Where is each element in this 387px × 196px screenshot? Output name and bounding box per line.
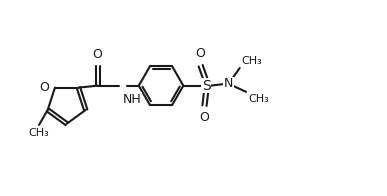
Text: CH₃: CH₃: [241, 56, 262, 66]
Text: S: S: [202, 79, 211, 93]
Text: O: O: [200, 111, 209, 124]
Text: O: O: [93, 48, 103, 61]
Text: O: O: [196, 47, 205, 60]
Text: CH₃: CH₃: [248, 94, 269, 104]
Text: N: N: [224, 77, 233, 90]
Text: CH₃: CH₃: [29, 128, 50, 138]
Text: NH: NH: [123, 93, 141, 106]
Text: O: O: [40, 81, 50, 94]
